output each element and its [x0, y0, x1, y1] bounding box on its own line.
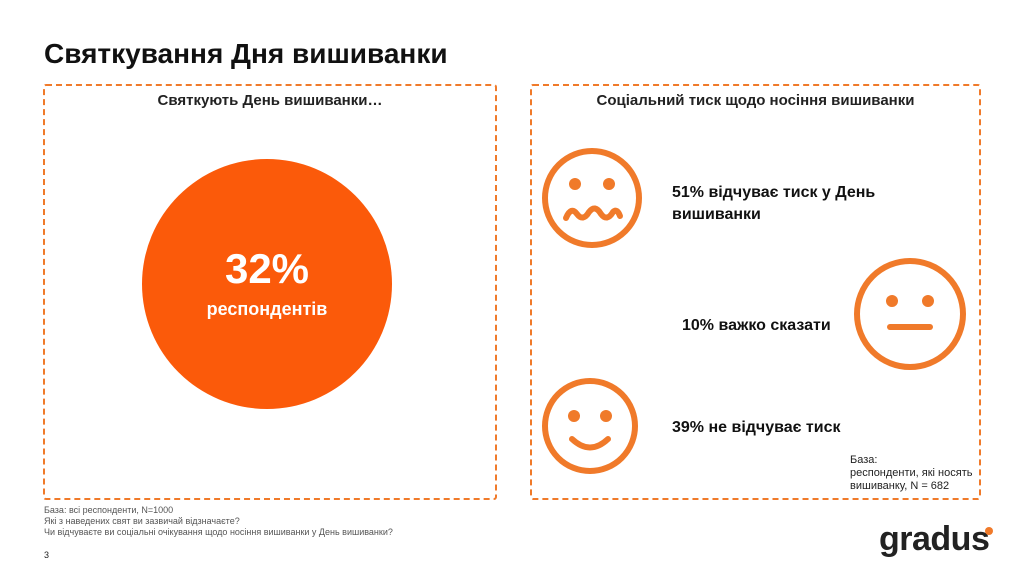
base-note-line2: респонденти, які носять: [850, 467, 973, 479]
percent-circle: 32% респондентів: [142, 159, 392, 409]
page-title: Святкування Дня вишиванки: [44, 38, 448, 69]
stat-feel-pressure-line1: 51% відчуває тиск у День: [672, 184, 876, 201]
base-note-line3: вишиванку, N = 682: [850, 480, 950, 492]
percent-label: респондентів: [206, 299, 328, 319]
footnote-question-2: Чи відчуваєте ви соціальні очікування що…: [44, 527, 393, 537]
stat-no-pressure: 39% не відчуває тиск: [672, 419, 841, 436]
celebrate-panel: Святкують День вишиванки… 32% респондент…: [43, 84, 497, 500]
stat-feel-pressure-line2: вишиванки: [672, 206, 761, 223]
logo-dot-icon: [985, 527, 993, 535]
right-panel-base-note: База: респонденти, які носять вишиванку,…: [850, 454, 972, 493]
footnote-question-1: Які з наведених свят ви зазвичай відзнач…: [44, 516, 240, 526]
page-number: 3: [44, 550, 50, 560]
percent-value: 32%: [224, 245, 310, 292]
social-pressure-panel: Соціальний тиск щодо носіння вишиванки 5…: [530, 84, 981, 500]
stat-hard-to-say: 10% важко сказати: [682, 317, 831, 334]
gradus-logo: gradus: [879, 520, 990, 558]
base-note-line1: База:: [850, 454, 878, 466]
footnotes: База: всі респонденти, N=1000 Які з наве…: [44, 505, 393, 538]
celebrate-panel-heading: Святкують День вишиванки…: [157, 92, 383, 109]
happy-face-icon: [540, 376, 640, 476]
social-pressure-panel-heading: Соціальний тиск щодо носіння вишиванки: [596, 92, 915, 109]
footnote-base: База: всі респонденти, N=1000: [44, 505, 174, 515]
sad-face-icon: [540, 146, 644, 250]
neutral-face-icon: [852, 256, 968, 372]
stat-feel-pressure: 51% відчуває тиск у День вишиванки: [672, 182, 875, 226]
